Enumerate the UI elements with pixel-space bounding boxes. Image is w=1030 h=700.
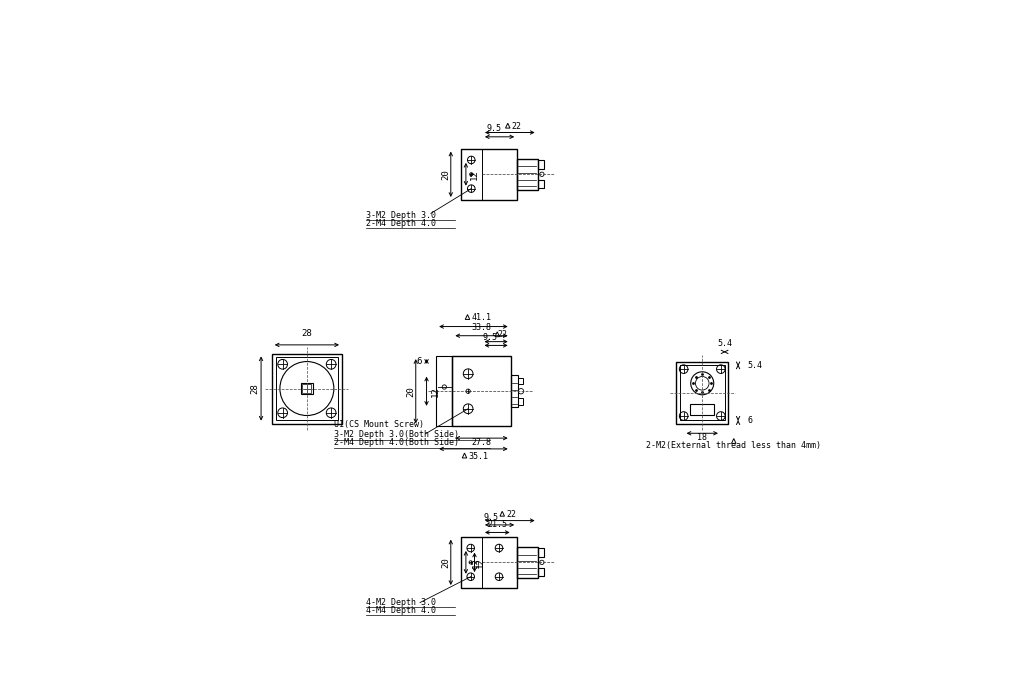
Text: U1(CS Mount Screw): U1(CS Mount Screw) bbox=[334, 420, 423, 429]
Bar bbox=[538, 548, 544, 557]
Bar bbox=[452, 356, 511, 426]
Bar bbox=[690, 404, 714, 415]
Text: 33.8: 33.8 bbox=[472, 323, 491, 332]
Text: 2-M4 Depth 4.0(Both Side): 2-M4 Depth 4.0(Both Side) bbox=[334, 438, 458, 447]
Text: 12: 12 bbox=[470, 169, 479, 180]
Text: 22: 22 bbox=[506, 510, 516, 519]
Text: 35.1: 35.1 bbox=[469, 452, 489, 461]
Text: 4-M4 Depth 4.0: 4-M4 Depth 4.0 bbox=[367, 606, 436, 615]
Text: 41.1: 41.1 bbox=[472, 312, 491, 321]
Bar bbox=[276, 357, 338, 420]
Text: 20: 20 bbox=[406, 386, 415, 397]
Text: 20: 20 bbox=[441, 557, 450, 568]
Bar bbox=[680, 365, 725, 420]
Bar bbox=[460, 537, 482, 588]
Bar bbox=[301, 383, 313, 395]
Bar bbox=[518, 378, 523, 384]
Bar bbox=[517, 547, 538, 578]
Text: 21.5: 21.5 bbox=[487, 520, 508, 529]
Text: 2-M2(External thread less than 4mm): 2-M2(External thread less than 4mm) bbox=[647, 441, 822, 450]
Text: 5.4: 5.4 bbox=[717, 340, 732, 349]
Bar bbox=[538, 180, 544, 188]
Text: 3-M2 Depth 3.0(Both Side): 3-M2 Depth 3.0(Both Side) bbox=[334, 430, 458, 439]
Text: 3-M2 Depth 3.0: 3-M2 Depth 3.0 bbox=[367, 211, 436, 220]
Bar bbox=[676, 362, 728, 424]
Text: 6: 6 bbox=[417, 357, 422, 366]
Bar bbox=[517, 159, 538, 190]
Bar bbox=[538, 568, 544, 576]
Text: 27.8: 27.8 bbox=[472, 438, 491, 447]
Bar bbox=[303, 384, 311, 393]
Bar bbox=[437, 356, 452, 426]
Text: 9.5: 9.5 bbox=[483, 512, 499, 522]
Text: 9.5: 9.5 bbox=[483, 333, 497, 342]
Text: 6: 6 bbox=[748, 416, 753, 425]
Text: 12: 12 bbox=[476, 557, 484, 568]
Text: 4-M2 Depth 3.0: 4-M2 Depth 3.0 bbox=[367, 598, 436, 607]
Bar bbox=[538, 160, 544, 169]
Text: 18: 18 bbox=[697, 433, 708, 442]
Text: 28: 28 bbox=[302, 330, 312, 338]
Bar bbox=[272, 354, 342, 424]
Text: 13: 13 bbox=[472, 557, 481, 568]
Bar bbox=[511, 375, 518, 407]
Text: 28: 28 bbox=[250, 383, 260, 394]
Text: 9.5: 9.5 bbox=[487, 125, 502, 134]
Bar bbox=[460, 537, 517, 588]
Bar bbox=[518, 398, 523, 405]
Text: 20: 20 bbox=[441, 169, 450, 180]
Text: 2-M4 Depth 4.0: 2-M4 Depth 4.0 bbox=[367, 219, 436, 228]
Bar bbox=[460, 148, 482, 200]
Text: 5.4: 5.4 bbox=[748, 361, 763, 370]
Text: 22: 22 bbox=[497, 330, 508, 340]
Text: 22: 22 bbox=[512, 122, 521, 131]
Text: 12: 12 bbox=[431, 386, 440, 397]
Bar bbox=[460, 148, 517, 200]
